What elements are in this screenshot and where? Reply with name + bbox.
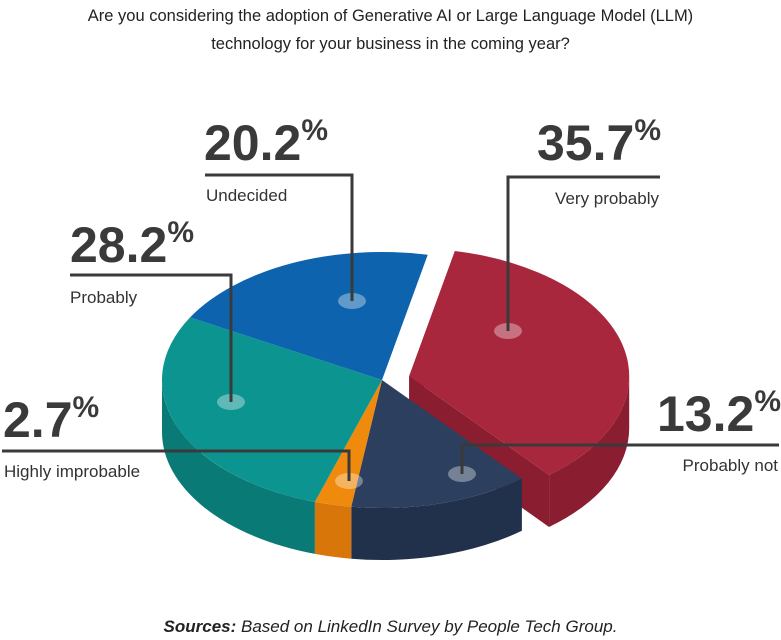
- value-number-very-probably: 35.7: [537, 115, 634, 171]
- category-label-probably: Probably: [70, 288, 138, 307]
- chart-title-line-1: Are you considering the adoption of Gene…: [87, 7, 694, 25]
- value-label-probably-not: 13.2%: [657, 385, 781, 442]
- source-note: Sources: Based on LinkedIn Survey by Peo…: [0, 617, 781, 637]
- pie-slice-undecided: [190, 252, 428, 380]
- value-label-highly-improbable: 2.7%: [3, 391, 99, 448]
- callout-line-probably-not: [460, 443, 779, 474]
- category-label-very-probably: Very probably: [555, 189, 659, 208]
- category-label-undecided: Undecided: [206, 186, 287, 205]
- percent-sign-highly-improbable: %: [73, 391, 100, 424]
- value-label-very-probably: 35.7%: [537, 114, 661, 171]
- pie-slice-highly-improbable: [314, 380, 382, 507]
- callout-line-undecided: [205, 173, 354, 301]
- category-label-probably-not: Probably not: [683, 456, 779, 475]
- value-number-highly-improbable: 2.7: [3, 392, 73, 448]
- pie-tops: [161, 250, 630, 508]
- percent-sign-probably: %: [167, 216, 194, 249]
- callout-line-highly-improbable: [2, 449, 351, 481]
- value-label-probably: 28.2%: [70, 216, 194, 273]
- callouts: 35.7% Very probably 13.2% Probably not 2.7% H…: [2, 114, 781, 489]
- category-label-highly-improbable: Highly improbable: [4, 462, 140, 481]
- value-number-probably: 28.2: [70, 217, 167, 273]
- percent-sign-undecided: %: [301, 114, 328, 147]
- source-prefix: Sources:: [163, 617, 237, 636]
- callout-line-probably: [70, 273, 233, 402]
- pie-wall-highly-improbable: [314, 501, 352, 559]
- pie-wall-probably: [162, 380, 315, 554]
- chart-title-line-2: technology for your business in the comi…: [211, 35, 570, 53]
- callout-line-very-probably: [506, 175, 660, 331]
- percent-sign-probably-not: %: [754, 385, 781, 418]
- pie-slice-very-probably: [409, 250, 630, 475]
- source-text: Based on LinkedIn Survey by People Tech …: [236, 617, 618, 636]
- pie-slice-probably-not: [351, 380, 522, 508]
- pie-wall-very-probably: [549, 376, 630, 527]
- chart-title: Are you considering the adoption of Gene…: [0, 2, 781, 58]
- percent-sign-very-probably: %: [634, 114, 661, 147]
- value-number-undecided: 20.2: [204, 115, 301, 171]
- pie-slice-probably: [161, 317, 382, 502]
- pie-wall-probably-not: [351, 478, 522, 560]
- value-label-undecided: 20.2%: [204, 114, 328, 171]
- value-number-probably-not: 13.2: [657, 386, 754, 442]
